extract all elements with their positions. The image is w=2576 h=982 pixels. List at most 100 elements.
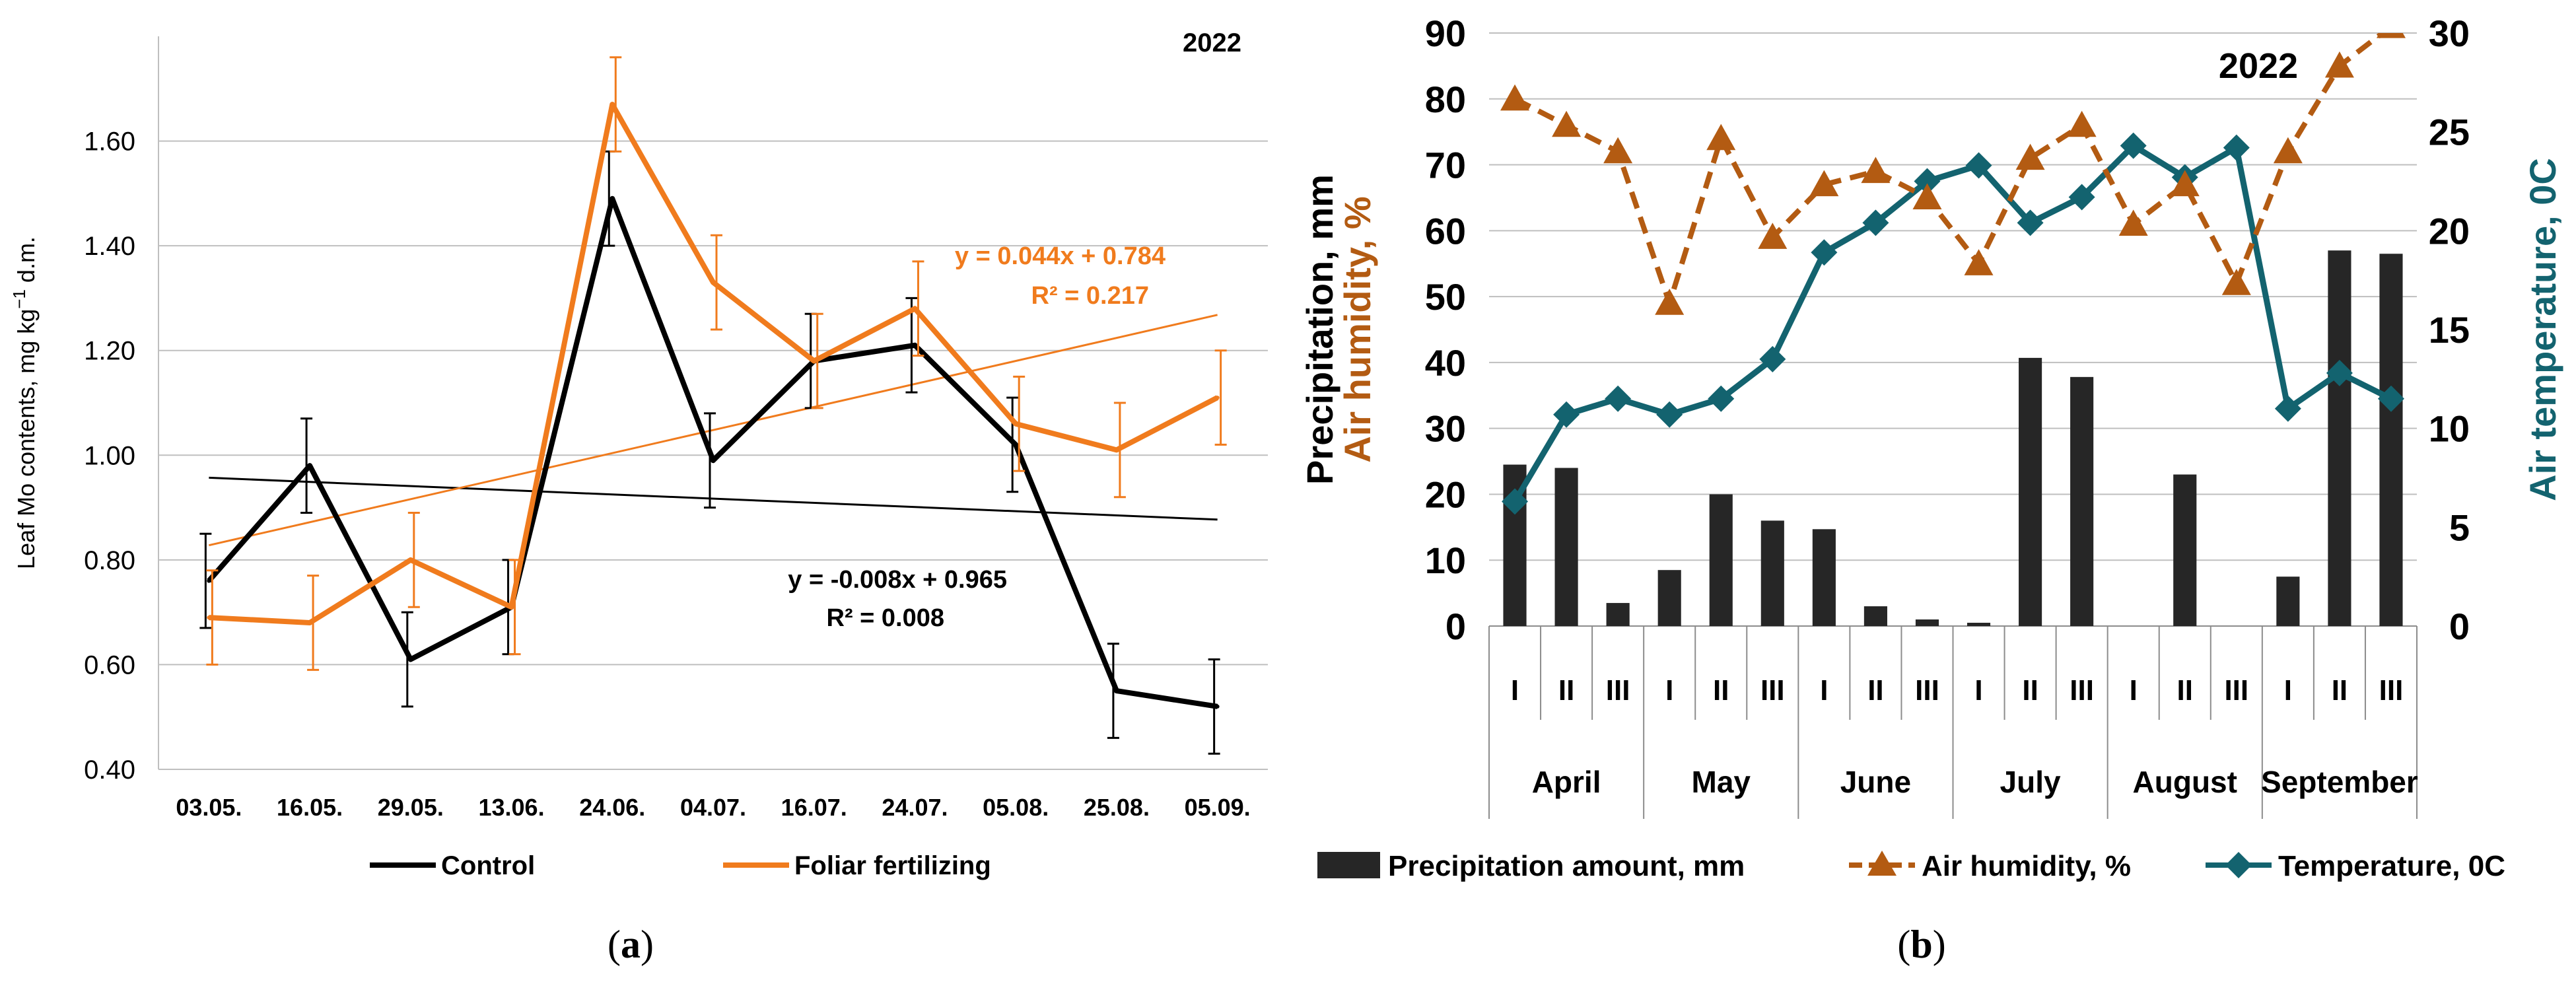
y-left-tick-label: 70: [1425, 145, 1466, 186]
y-right-tick-label: 20: [2429, 210, 2470, 252]
precipitation-bar: [2276, 577, 2300, 626]
y-tick-label: 0.80: [84, 546, 135, 575]
trendline-foliar: [209, 314, 1218, 547]
y-left-tick-label: 30: [1425, 408, 1466, 450]
x-tick-label: 25.08.: [1084, 794, 1150, 821]
y-right-tick-label: 0: [2449, 606, 2470, 647]
y-left-tick-label: 20: [1425, 473, 1466, 515]
x-tick-label: 13.06.: [478, 794, 544, 821]
y-left-tick-label: 60: [1425, 210, 1466, 252]
humidity-marker: [2324, 51, 2354, 78]
decade-label: II: [2332, 674, 2348, 707]
temperature-marker: [1759, 345, 1786, 372]
decade-label: III: [1606, 674, 1630, 707]
humidity-marker: [2015, 143, 2045, 170]
temperature-marker: [2223, 134, 2250, 161]
precipitation-bar: [1915, 619, 1939, 626]
year-label: 2022: [2219, 46, 2298, 86]
data-point-control: [913, 343, 917, 347]
y-tick-label: 1.40: [84, 232, 135, 261]
decade-label: I: [1511, 674, 1519, 707]
precipitation-bar: [1606, 603, 1630, 626]
legend-label-precipitation: Precipitation amount, mm: [1388, 850, 1745, 882]
precipitation-bar: [1967, 623, 1991, 626]
decade-label: II: [1558, 674, 1574, 707]
decade-label: II: [2177, 674, 2193, 707]
y-axis-label: Leaf Mo contents, mg kg−1 d.m.: [9, 236, 40, 569]
humidity-marker: [1912, 183, 1942, 210]
data-point-control: [308, 464, 312, 468]
decade-label: I: [2130, 674, 2138, 707]
temperature-marker: [2017, 209, 2044, 236]
data-point-control: [207, 579, 211, 583]
precipitation-bar: [2070, 376, 2094, 626]
panel-a-chart: 0.40 0.60 0.80 1.00 1.20 1.40 1.60 03.05. 16.05.…: [9, 28, 1268, 966]
panel-caption-b: (b): [1897, 923, 1945, 966]
y-tick-label: 1.20: [84, 337, 135, 366]
y-left-tick-label: 40: [1425, 342, 1466, 384]
temperature-marker: [2377, 385, 2404, 412]
x-tick-label: 29.05.: [378, 794, 444, 821]
panel-caption-a: (a): [608, 923, 654, 966]
data-point-foliar: [408, 557, 413, 562]
humidity-series: [1500, 33, 2406, 315]
legend-swatch-precipitation: [1317, 852, 1380, 878]
temperature-marker: [1502, 488, 1529, 515]
precipitation-bar: [1760, 520, 1784, 626]
humidity-marker: [1861, 157, 1891, 184]
precipitation-bar: [1812, 529, 1836, 626]
x-tick-label: 24.07.: [882, 794, 948, 821]
y-left-tick-label: 90: [1425, 13, 1466, 54]
year-label: 2022: [1183, 28, 1241, 57]
data-point-control: [1014, 442, 1018, 447]
precipitation-bar: [2379, 254, 2403, 626]
precipitation-bar: [1657, 570, 1681, 626]
data-point-control: [1114, 689, 1119, 693]
temperature-marker: [1862, 209, 1889, 236]
temperature-marker: [1914, 168, 1941, 195]
data-point-control: [610, 196, 615, 201]
month-label: April: [1532, 765, 1601, 799]
precipitation-bar: [2019, 357, 2042, 626]
humidity-marker: [1809, 170, 1839, 197]
humidity-line: [1514, 33, 2387, 312]
y-left-tick-label: 50: [1425, 276, 1466, 318]
data-point-foliar: [1215, 396, 1220, 400]
decade-label: II: [1867, 674, 1883, 707]
y-tick-label: 0.60: [84, 650, 135, 680]
decade-label: III: [1915, 674, 1939, 707]
humidity-marker: [2118, 209, 2148, 236]
decade-label: I: [2284, 674, 2292, 707]
data-point-foliar: [308, 621, 312, 625]
legend-label-temperature: Temperature, 0C: [2278, 850, 2505, 882]
humidity-marker: [2376, 33, 2406, 38]
temperature-marker: [2068, 184, 2095, 211]
y-left-tick-label: 80: [1425, 79, 1466, 120]
decade-label: III: [2379, 674, 2404, 707]
data-point-foliar: [610, 102, 615, 107]
temperature-marker: [1965, 152, 1992, 179]
data-point-control: [711, 458, 715, 463]
data-point-control: [408, 657, 413, 662]
humidity-marker: [1655, 289, 1685, 315]
precipitation-bar: [1554, 468, 1578, 626]
temperature-marker: [1553, 401, 1580, 428]
trendline-control: [209, 476, 1218, 521]
decade-label: II: [1713, 674, 1729, 707]
humidity-marker: [1706, 123, 1736, 151]
legend-label-foliar: Foliar fertilizing: [794, 851, 991, 880]
y-tick-label: 1.00: [84, 441, 135, 470]
humidity-marker: [1758, 223, 1788, 249]
x-tick-label: 16.07.: [781, 794, 847, 821]
y-right-tick-label: 10: [2429, 408, 2470, 450]
data-point-foliar: [509, 605, 514, 610]
y-tick-label: 1.60: [84, 127, 135, 157]
data-point-foliar: [1114, 448, 1119, 452]
y-tick-label: 0.40: [84, 755, 135, 785]
humidity-marker: [2221, 269, 2251, 295]
data-point-foliar: [207, 615, 211, 620]
humidity-marker: [2273, 137, 2303, 164]
x-tick-label: 03.05.: [176, 794, 242, 821]
trend-equation-control: y = -0.008x + 0.965: [788, 566, 1007, 594]
